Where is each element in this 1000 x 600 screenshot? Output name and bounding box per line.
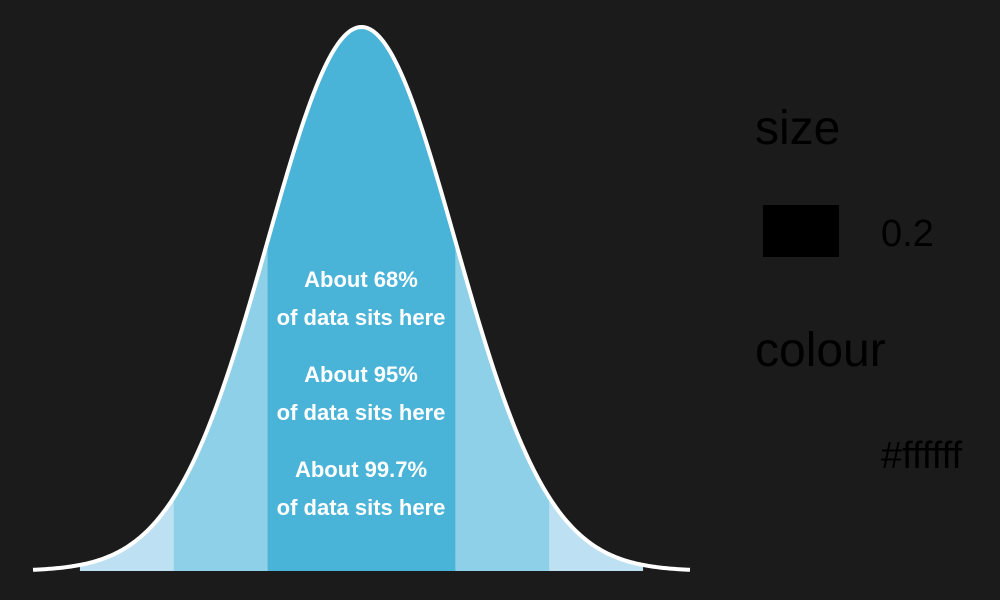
legend-size-title: size [755,102,841,155]
annotation-95-line2: of data sits here [276,400,446,425]
annotation-68-line1: About 68% [304,267,418,292]
normal-distribution-chart [32,24,691,572]
band-2 [267,27,456,571]
legend-size-swatch [763,205,839,257]
annotation-99-7-line1: About 99.7% [294,457,428,482]
annotation-68: About 68% of data sits here [241,261,481,337]
annotation-68-line2: of data sits here [276,305,446,330]
bands-layer [79,27,644,571]
legend: size 0.2 colour #ffffff [755,95,1000,515]
annotation-99-7-line2: of data sits here [276,495,446,520]
annotation-95: About 95% of data sits here [241,356,481,432]
density-curve [32,24,691,572]
annotation-95-line1: About 95% [304,362,418,387]
legend-size-value: 0.2 [881,213,934,255]
legend-colour-value: #ffffff [881,435,963,477]
legend-colour-title: colour [755,324,886,377]
annotation-99-7: About 99.7% of data sits here [241,451,481,527]
